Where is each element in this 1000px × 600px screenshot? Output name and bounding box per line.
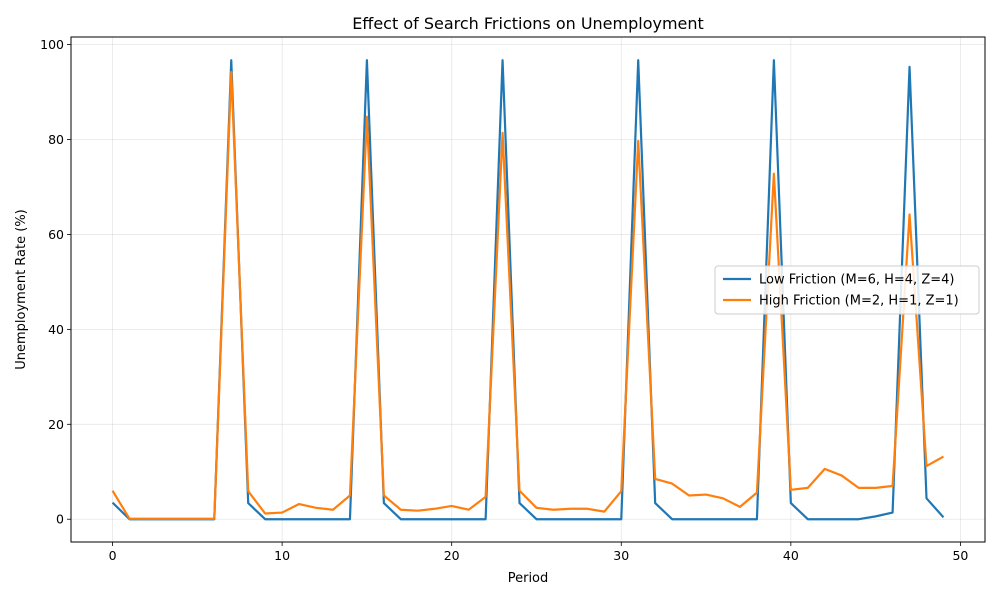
series-layer: [111, 59, 945, 521]
ticks-layer: 0 10 20 30 40 50 0 20 40 60 80 100: [40, 37, 968, 563]
x-tick-label: 0: [109, 548, 117, 563]
legend: Low Friction (M=6, H=4, Z=4) High Frictio…: [714, 265, 980, 315]
x-tick-label: 10: [274, 548, 290, 563]
y-tick-label: 100: [40, 37, 64, 52]
y-tick-label: 80: [48, 132, 64, 147]
chart-title: Effect of Search Frictions on Unemployme…: [352, 14, 704, 33]
y-axis-label: Unemployment Rate (%): [14, 209, 29, 370]
x-tick-label: 30: [613, 548, 629, 563]
x-tick-label: 40: [783, 548, 799, 563]
plot-frame: [70, 36, 986, 543]
legend-box: [714, 265, 980, 315]
y-tick-label: 40: [48, 322, 64, 337]
series-line-2: [111, 71, 944, 520]
x-tick-label: 50: [952, 548, 968, 563]
legend-label-1: Low Friction (M=6, H=4, Z=4): [759, 273, 954, 288]
y-tick-label: 20: [48, 417, 64, 432]
legend-label-2: High Friction (M=2, H=1, Z=1): [759, 294, 959, 309]
x-axis-label: Period: [508, 571, 549, 586]
y-tick-label: 0: [56, 512, 64, 527]
x-tick-label: 20: [444, 548, 460, 563]
series-line-1: [111, 59, 945, 521]
y-tick-label: 60: [48, 227, 64, 242]
